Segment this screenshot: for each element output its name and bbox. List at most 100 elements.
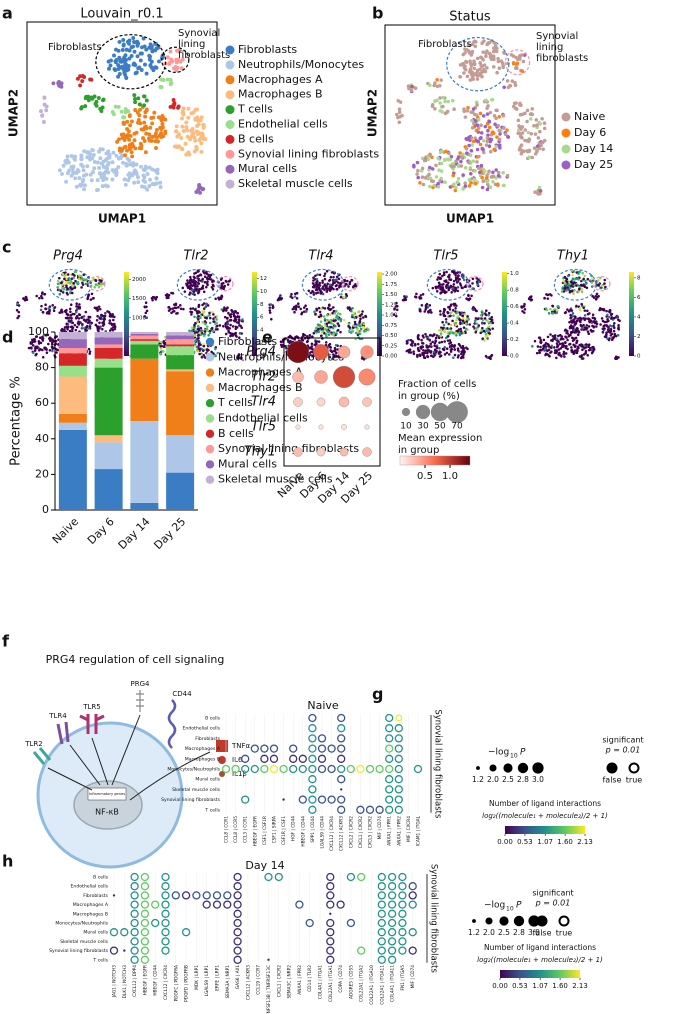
- umap-point: [113, 68, 118, 73]
- umap-point: [59, 84, 64, 89]
- umap-point: [557, 305, 560, 308]
- umap-point: [618, 319, 621, 323]
- umap-point: [207, 334, 210, 337]
- dot: [365, 764, 375, 774]
- umap-point: [80, 316, 83, 320]
- umap-point: [420, 338, 423, 342]
- umap-point: [159, 352, 162, 356]
- umap-point: [331, 326, 335, 330]
- chart-title: Naive: [307, 699, 339, 712]
- umap-point: [195, 132, 200, 136]
- umap-point: [82, 149, 87, 154]
- dot: [289, 764, 298, 774]
- umap-point: [77, 317, 81, 320]
- umap-point: [186, 106, 191, 111]
- umap-point: [89, 178, 94, 183]
- umap-point: [566, 274, 570, 278]
- umap-point: [56, 279, 60, 283]
- umap-point: [141, 127, 146, 132]
- umap-point: [591, 324, 594, 328]
- umap-point: [127, 56, 132, 61]
- umap-point: [608, 315, 611, 319]
- dot: [171, 891, 180, 900]
- umap-point: [326, 288, 329, 291]
- dot: [346, 764, 355, 774]
- umap-point: [119, 132, 124, 137]
- row-label: Tlr5: [251, 420, 276, 435]
- dot: [130, 946, 139, 955]
- umap-point: [345, 283, 348, 286]
- umap-point: [468, 153, 473, 158]
- umap-point: [324, 341, 328, 344]
- umap-point: [360, 313, 364, 316]
- umap-point: [469, 110, 473, 114]
- dot: [375, 805, 384, 814]
- umap-point: [332, 349, 336, 353]
- umap-point: [315, 288, 319, 292]
- umap-point: [101, 282, 105, 285]
- umap-point: [328, 345, 332, 349]
- dot: [385, 713, 394, 723]
- dot: [292, 371, 304, 383]
- umap-point: [557, 348, 561, 351]
- umap-point: [108, 329, 112, 332]
- umap-point: [459, 322, 462, 326]
- tlr4-glyph: [56, 721, 70, 745]
- umap-point: [110, 160, 115, 165]
- umap-point: [342, 296, 346, 299]
- umap-point: [589, 328, 593, 332]
- umap-point: [350, 279, 354, 282]
- umap-point: [447, 281, 450, 285]
- cd44-glyph: [167, 699, 177, 749]
- umap-point: [66, 160, 71, 165]
- umap-point: [579, 320, 582, 324]
- umap-point: [426, 351, 429, 355]
- legend-label: 50: [434, 422, 446, 432]
- dot: [317, 734, 327, 743]
- umap-point: [92, 296, 95, 300]
- legend-swatch: [205, 460, 215, 469]
- umap-point: [75, 310, 78, 314]
- umap-point: [418, 353, 422, 357]
- umap-point: [487, 169, 491, 174]
- tnfa-icon: [216, 740, 228, 752]
- umap-point: [453, 353, 457, 357]
- umap-point: [199, 326, 203, 330]
- umap-point: [475, 56, 480, 61]
- bar-segment: [166, 371, 195, 436]
- umap-point: [522, 53, 527, 57]
- umap-point: [344, 296, 347, 299]
- umap-point: [175, 134, 180, 139]
- umap-point: [74, 171, 79, 175]
- umap-point: [66, 287, 69, 290]
- umap-point: [404, 296, 407, 300]
- umap-point: [336, 328, 340, 332]
- bar-segment: [58, 348, 87, 354]
- umap-point: [570, 284, 573, 288]
- umap-point: [325, 284, 328, 288]
- umap-point: [583, 314, 587, 317]
- dot: [377, 891, 386, 900]
- umap-point: [82, 318, 86, 321]
- umap-point: [482, 67, 486, 72]
- y-tick-label: 60: [35, 396, 49, 409]
- umap-point: [285, 346, 288, 350]
- dot: [356, 805, 365, 814]
- umap-point: [429, 354, 433, 358]
- umap-point: [456, 176, 461, 181]
- umap-point: [433, 350, 436, 354]
- umap-point: [358, 332, 361, 336]
- umap-point: [291, 307, 295, 311]
- umap-point: [215, 318, 218, 321]
- umap-point: [568, 342, 572, 346]
- umap-point: [436, 185, 441, 189]
- umap-point: [143, 114, 148, 119]
- colorbar-label: 12: [260, 276, 267, 282]
- row-label: Mural cells: [195, 777, 220, 783]
- umap-point: [591, 329, 595, 333]
- umap-point: [571, 281, 575, 285]
- umap-point: [113, 325, 117, 329]
- legend-swatch: [225, 179, 235, 189]
- umap-point: [491, 321, 495, 325]
- umap-point: [577, 272, 580, 275]
